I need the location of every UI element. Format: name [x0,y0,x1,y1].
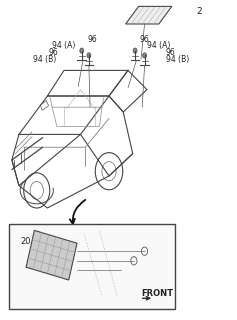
Circle shape [133,48,137,53]
FancyArrowPatch shape [70,200,85,224]
Text: 94 (A): 94 (A) [52,41,76,50]
Circle shape [80,48,84,53]
Text: 96: 96 [49,48,58,57]
Polygon shape [26,230,77,280]
Text: FRONT: FRONT [141,289,173,298]
Text: 20: 20 [20,237,31,246]
Circle shape [87,53,91,58]
Text: 94 (B): 94 (B) [166,55,189,64]
Polygon shape [126,6,172,24]
Text: 96: 96 [166,48,176,57]
Text: 2: 2 [197,7,202,16]
Text: 94 (A): 94 (A) [147,41,170,50]
Text: 94 (B): 94 (B) [33,55,56,64]
FancyArrowPatch shape [143,297,150,300]
Text: 96: 96 [140,35,150,44]
Text: 96: 96 [88,35,97,44]
Circle shape [143,53,146,58]
FancyBboxPatch shape [9,224,175,309]
